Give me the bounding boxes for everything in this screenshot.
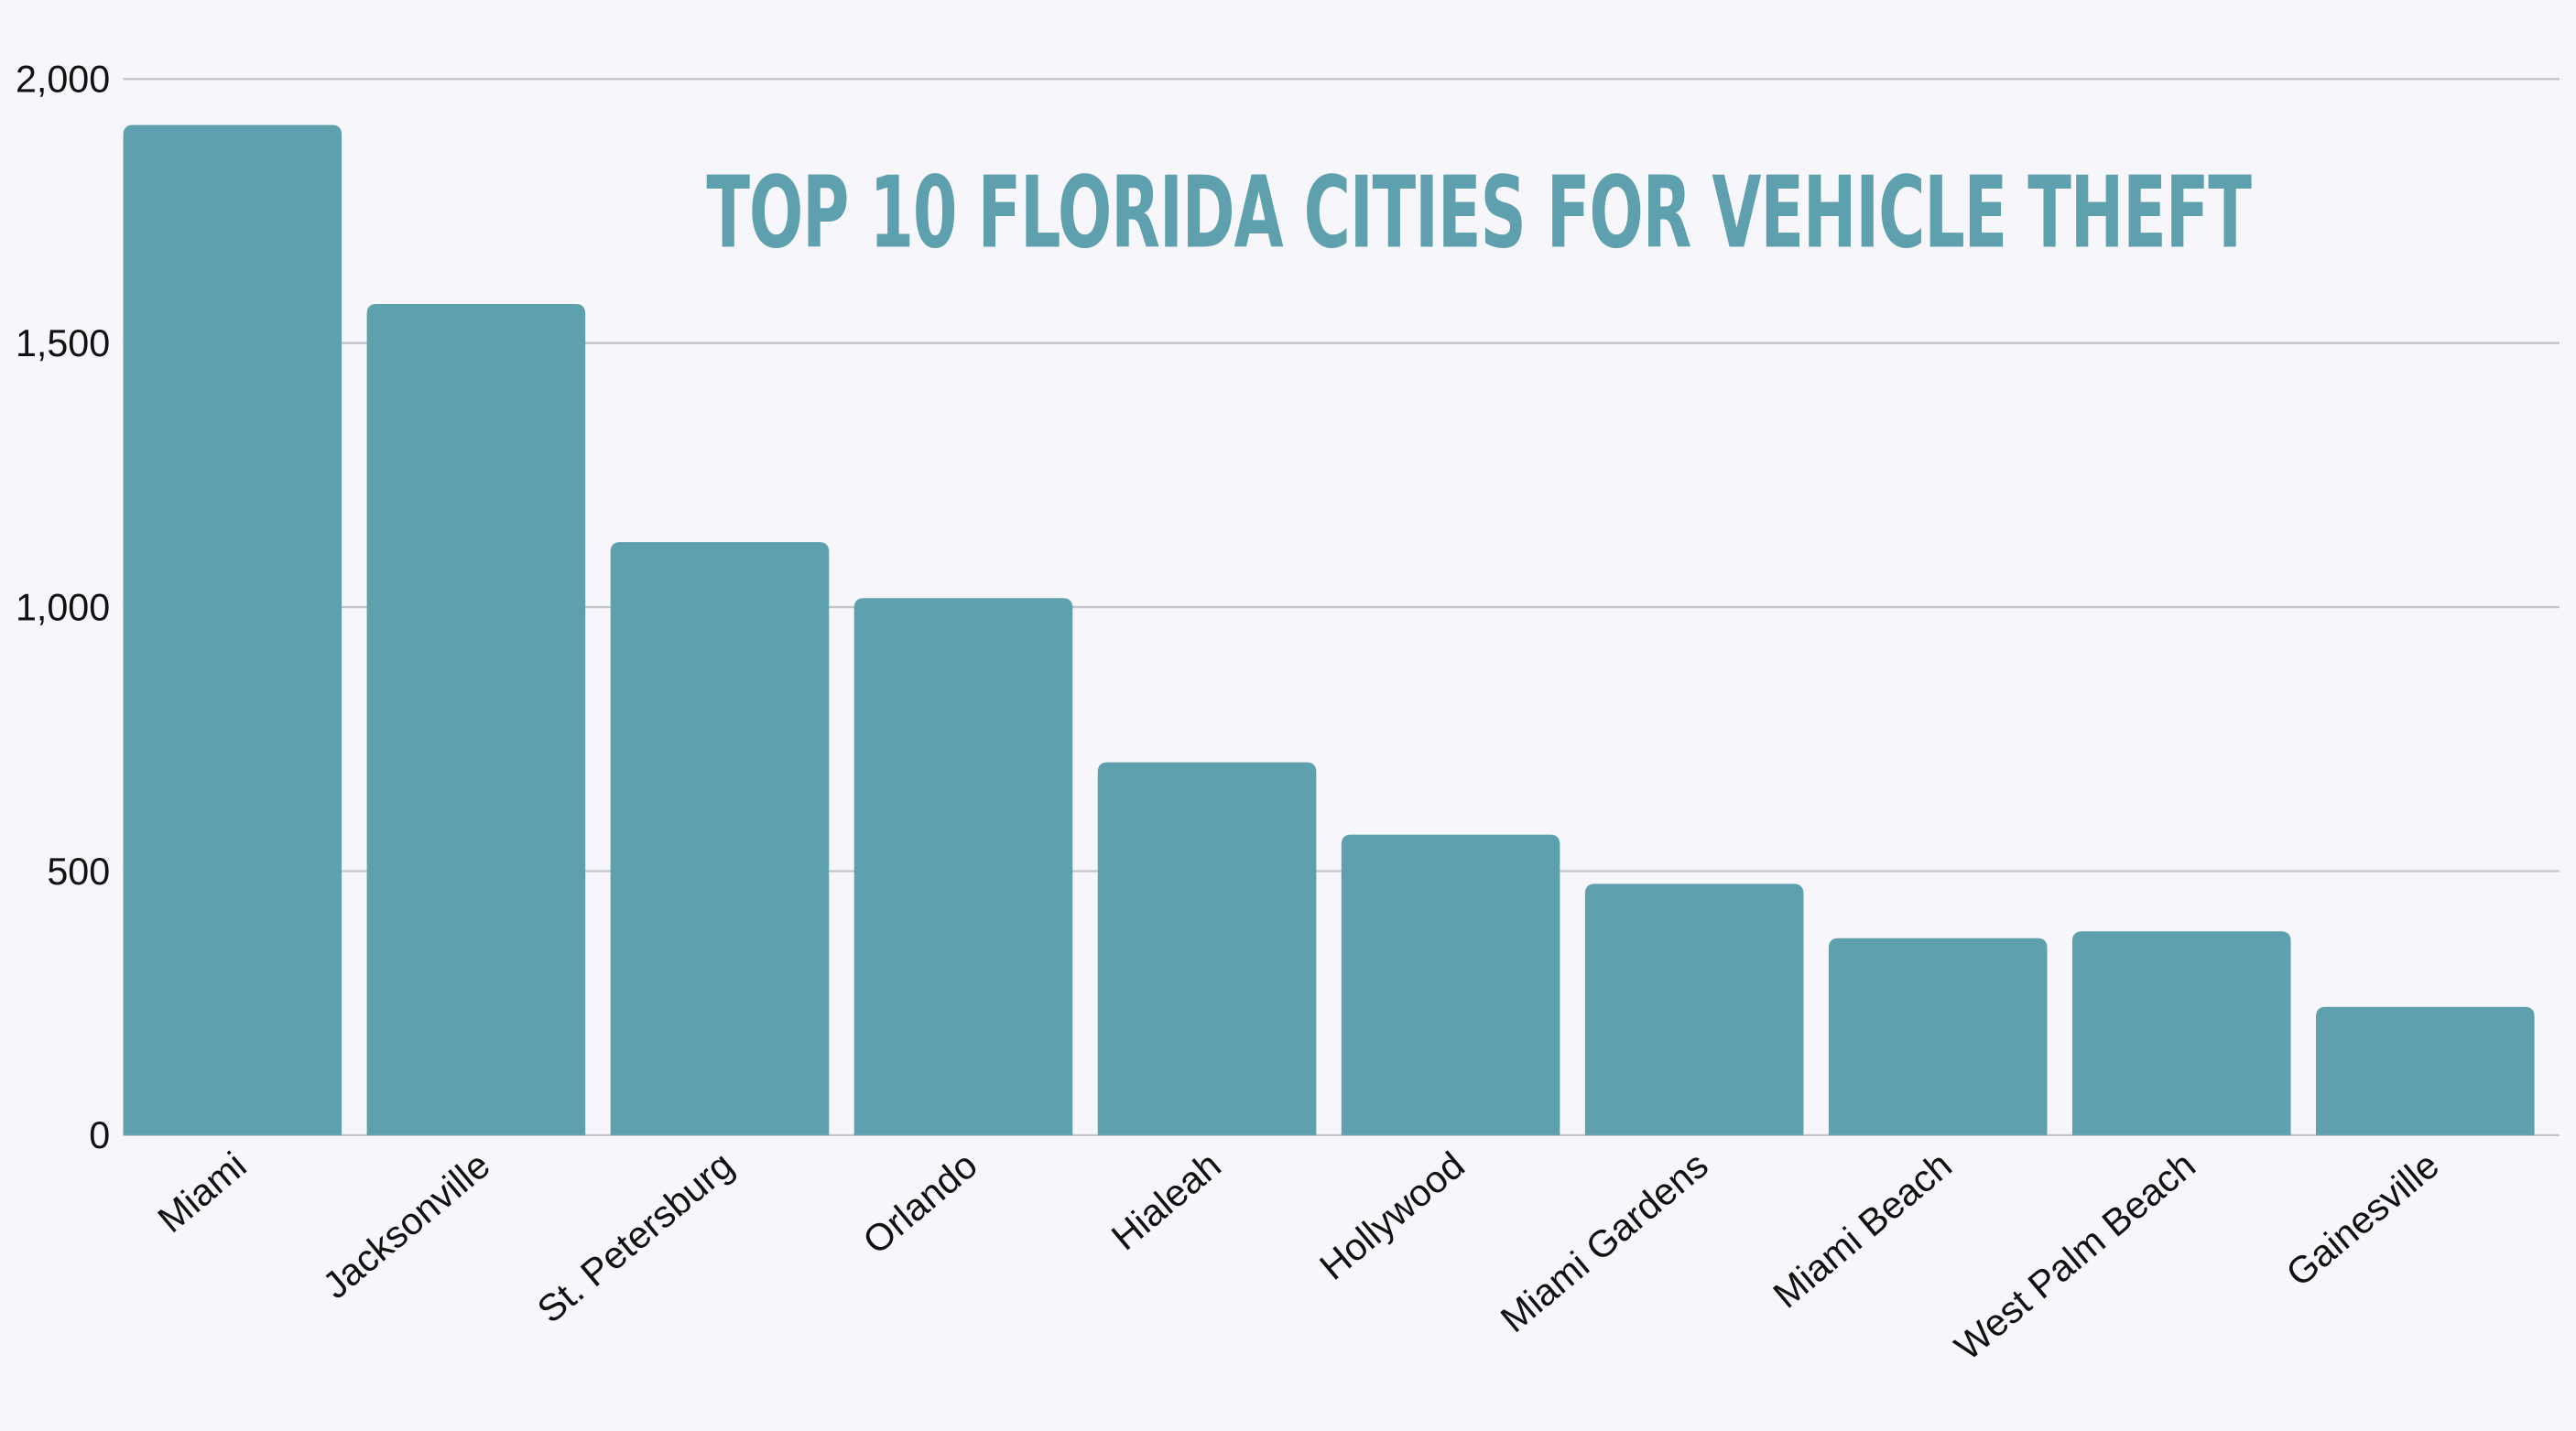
x-tick-label: Hollywood xyxy=(1311,1144,1472,1288)
chart-title: TOP 10 FLORIDA CITIES FOR VEHICLE THEFT xyxy=(706,156,2251,270)
y-tick-label: 1,500 xyxy=(16,322,110,364)
bar xyxy=(2316,1006,2535,1135)
bar xyxy=(123,125,342,1135)
x-tick-label: Gainesville xyxy=(2278,1144,2447,1295)
x-axis-labels: Miami Jacksonville St. Petersburg Orlando Hi… xyxy=(150,1144,2447,1368)
y-tick-label: 500 xyxy=(47,851,110,893)
x-tick-label: Jacksonville xyxy=(315,1144,498,1306)
x-tick-label: St. Petersburg xyxy=(529,1144,742,1331)
bar xyxy=(1584,884,1804,1135)
bar xyxy=(1097,762,1317,1135)
bar xyxy=(1828,938,2048,1135)
y-tick-label: 1,000 xyxy=(16,586,110,628)
x-tick-label: Miami Gardens xyxy=(1493,1144,1716,1340)
bar xyxy=(366,304,586,1135)
x-tick-label: Miami Beach xyxy=(1766,1144,1960,1316)
bar xyxy=(610,542,830,1135)
y-axis-ticks: 0 500 1,000 1,500 2,000 xyxy=(16,59,110,1157)
bar xyxy=(2071,931,2291,1135)
bar xyxy=(853,598,1073,1135)
y-tick-label: 0 xyxy=(89,1114,110,1156)
bars xyxy=(123,125,2535,1135)
x-tick-label: Miami xyxy=(150,1144,255,1241)
x-tick-label: Hialeah xyxy=(1103,1144,1229,1258)
bar xyxy=(1341,834,1560,1135)
x-tick-label: Orlando xyxy=(855,1144,985,1263)
y-tick-label: 2,000 xyxy=(16,59,110,101)
x-tick-label: West Palm Beach xyxy=(1947,1144,2203,1368)
